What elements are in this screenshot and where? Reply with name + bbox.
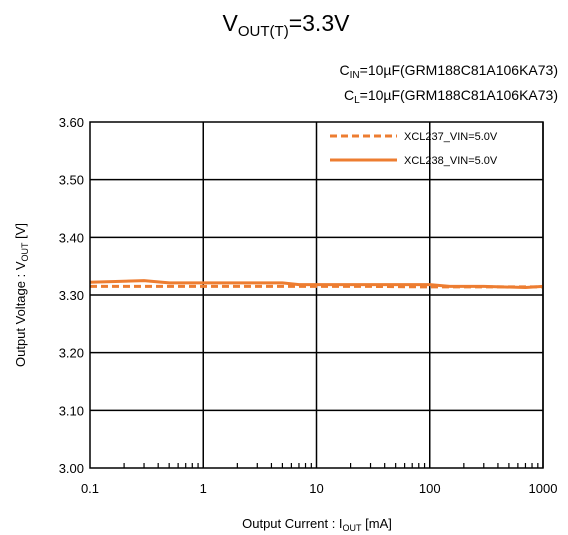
- chart-note-cl: CL=10µF(GRM188C81A106KA73): [344, 87, 558, 106]
- legend-label: XCL238_VIN=5.0V: [404, 155, 498, 167]
- plot-frame: [89, 121, 544, 469]
- note-subscript: L: [354, 95, 360, 106]
- chart-title: VOUT(T)=3.3V: [223, 10, 351, 40]
- series-group: [89, 279, 544, 289]
- legend: XCL237_VIN=5.0V XCL238_VIN=5.0V: [330, 131, 498, 167]
- y-tick-label: 3.50: [59, 173, 84, 188]
- y-tick-label: 3.40: [59, 230, 84, 245]
- title-text: V: [223, 10, 239, 36]
- y-axis-label-subscript: OUT: [20, 242, 30, 262]
- x-tick-label: 10: [309, 481, 323, 496]
- y-tick-label: 3.30: [59, 288, 84, 303]
- plot-area: [89, 121, 544, 469]
- x-tick-label: 1000: [529, 481, 558, 496]
- y-tick-label: 3.10: [59, 403, 84, 418]
- note-text: C: [340, 62, 350, 78]
- x-minor-ticks: [123, 463, 539, 468]
- series-line-xcl238: [89, 279, 544, 289]
- chart-note-cin: CIN=10µF(GRM188C81A106KA73): [340, 62, 558, 81]
- x-axis-label-subscript: OUT: [343, 523, 363, 533]
- y-axis-label-text: Output Voltage : V: [13, 261, 28, 367]
- y-axis-label: Output Voltage : VOUT [V]: [13, 223, 30, 367]
- legend-label: XCL237_VIN=5.0V: [404, 131, 498, 143]
- y-tick-label: 3.60: [59, 115, 84, 130]
- y-tick-label: 3.00: [59, 461, 84, 476]
- x-axis-label-tail: [mA]: [362, 516, 392, 531]
- x-tick-labels: 0.1 1 10 100 1000: [81, 481, 558, 496]
- note-text: C: [344, 87, 354, 103]
- y-tick-labels: 3.00 3.10 3.20 3.30 3.40 3.50 3.60: [59, 115, 84, 476]
- note-subscript: IN: [350, 70, 360, 81]
- x-tick-label: 0.1: [81, 481, 99, 496]
- title-subscript: OUT(T): [238, 23, 289, 40]
- x-axis-label-text: Output Current : I: [242, 516, 342, 531]
- x-tick-label: 100: [419, 481, 441, 496]
- y-tick-label: 3.20: [59, 346, 84, 361]
- y-axis-label-tail: [V]: [13, 223, 28, 243]
- note-tail: =10µF(GRM188C81A106KA73): [360, 62, 558, 78]
- x-axis-label: Output Current : IOUT [mA]: [242, 516, 392, 533]
- note-tail: =10µF(GRM188C81A106KA73): [360, 87, 558, 103]
- title-tail: =3.3V: [289, 10, 350, 36]
- x-tick-label: 1: [200, 481, 207, 496]
- grid: [90, 122, 544, 468]
